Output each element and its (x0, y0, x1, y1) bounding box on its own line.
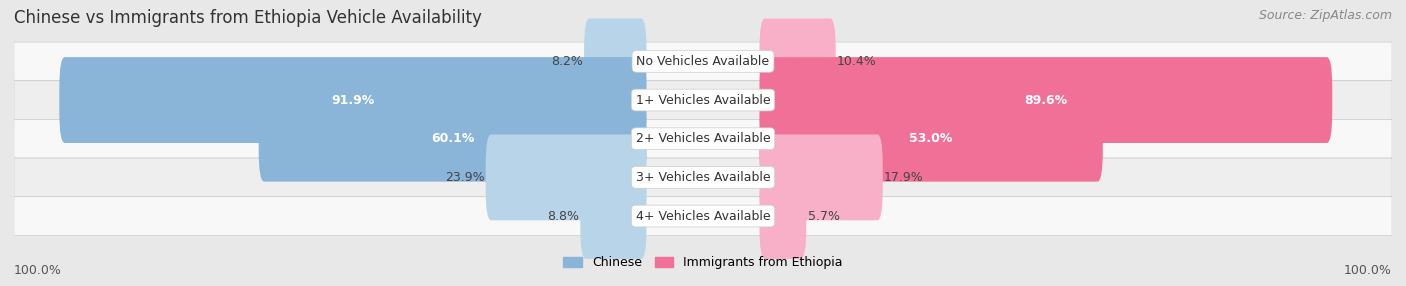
Text: 60.1%: 60.1% (430, 132, 474, 145)
Text: 2+ Vehicles Available: 2+ Vehicles Available (636, 132, 770, 145)
Text: 23.9%: 23.9% (444, 171, 484, 184)
FancyBboxPatch shape (485, 134, 647, 220)
Text: 17.9%: 17.9% (884, 171, 924, 184)
Text: Chinese vs Immigrants from Ethiopia Vehicle Availability: Chinese vs Immigrants from Ethiopia Vehi… (14, 9, 482, 27)
FancyBboxPatch shape (581, 173, 647, 259)
FancyBboxPatch shape (759, 173, 806, 259)
FancyBboxPatch shape (59, 57, 647, 143)
Text: 1+ Vehicles Available: 1+ Vehicles Available (636, 94, 770, 107)
Text: 8.8%: 8.8% (547, 210, 579, 223)
FancyBboxPatch shape (14, 119, 1392, 158)
FancyBboxPatch shape (759, 57, 1333, 143)
Text: 4+ Vehicles Available: 4+ Vehicles Available (636, 210, 770, 223)
FancyBboxPatch shape (259, 96, 647, 182)
FancyBboxPatch shape (759, 19, 835, 104)
Text: 100.0%: 100.0% (14, 265, 62, 277)
FancyBboxPatch shape (759, 134, 883, 220)
FancyBboxPatch shape (14, 158, 1392, 197)
FancyBboxPatch shape (14, 81, 1392, 119)
FancyBboxPatch shape (14, 42, 1392, 81)
Legend: Chinese, Immigrants from Ethiopia: Chinese, Immigrants from Ethiopia (558, 251, 848, 275)
Text: 5.7%: 5.7% (807, 210, 839, 223)
FancyBboxPatch shape (759, 96, 1102, 182)
FancyBboxPatch shape (14, 197, 1392, 235)
Text: 91.9%: 91.9% (332, 94, 374, 107)
Text: 10.4%: 10.4% (837, 55, 877, 68)
Text: 89.6%: 89.6% (1025, 94, 1067, 107)
Text: No Vehicles Available: No Vehicles Available (637, 55, 769, 68)
Text: 3+ Vehicles Available: 3+ Vehicles Available (636, 171, 770, 184)
Text: 53.0%: 53.0% (910, 132, 953, 145)
Text: Source: ZipAtlas.com: Source: ZipAtlas.com (1258, 9, 1392, 21)
FancyBboxPatch shape (583, 19, 647, 104)
Text: 100.0%: 100.0% (1344, 265, 1392, 277)
Text: 8.2%: 8.2% (551, 55, 582, 68)
